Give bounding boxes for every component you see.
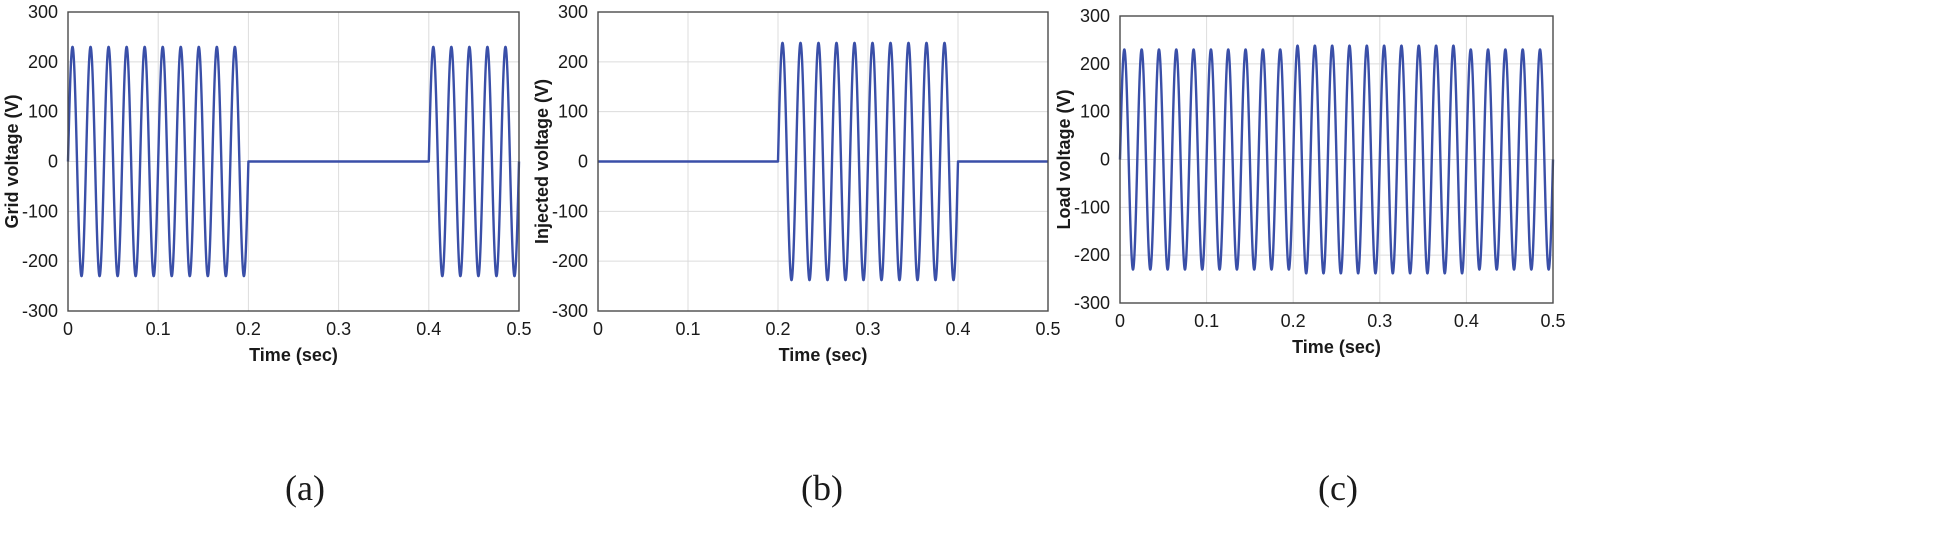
chart-c-y-tick-label: -200: [1074, 245, 1110, 265]
chart-a-y-tick-label: 100: [28, 102, 58, 122]
chart-a-y-ticks: 300 200 100 0 -100 -200 -300: [22, 2, 58, 321]
chart-b-x-tick-label: 0.3: [855, 319, 880, 339]
chart-a-y-tick-label: 200: [28, 52, 58, 72]
chart-b-x-tick-label: 0.5: [1035, 319, 1060, 339]
chart-c-x-tick-label: 0: [1115, 311, 1125, 331]
chart-c-y-tick-label: -100: [1074, 197, 1110, 217]
chart-b-x-label: Time (sec): [779, 345, 868, 365]
chart-c-y-tick-label: -300: [1074, 293, 1110, 313]
chart-b-x-tick-label: 0: [593, 319, 603, 339]
chart-a-y-tick-label: 300: [28, 2, 58, 22]
chart-a-y-tick-label: -200: [22, 251, 58, 271]
chart-a-x-ticks: 0 0.1 0.2 0.3 0.4 0.5: [63, 319, 532, 339]
chart-b-y-tick-label: -200: [552, 251, 588, 271]
chart-c-y-ticks: 300 200 100 0 -100 -200 -300: [1074, 6, 1110, 313]
chart-c-x-label: Time (sec): [1292, 337, 1381, 357]
chart-a-x-tick-label: 0.1: [146, 319, 171, 339]
chart-b-frame: [597, 11, 1049, 312]
chart-a-x-tick-label: 0.5: [506, 319, 531, 339]
chart-b-y-tick-label: 300: [558, 2, 588, 22]
chart-c-x-tick-label: 0.4: [1454, 311, 1479, 331]
chart-b-x-ticks: 0 0.1 0.2 0.3 0.4 0.5: [593, 319, 1061, 339]
chart-a-frame: [67, 11, 520, 312]
chart-c-x-tick-label: 0.1: [1194, 311, 1219, 331]
chart-c-y-tick-label: 300: [1080, 6, 1110, 26]
chart-c-panel-label: (c): [1318, 468, 1358, 508]
chart-b-x-tick-label: 0.4: [945, 319, 970, 339]
chart-c-x-tick-label: 0.5: [1540, 311, 1565, 331]
chart-b-y-label: Injected voltage (V): [532, 79, 552, 244]
chart-b-panel-label: (b): [801, 468, 843, 508]
chart-b-x-tick-label: 0.2: [765, 319, 790, 339]
chart-b-trace: [596, 41, 1050, 282]
chart-b-y-tick-label: 100: [558, 102, 588, 122]
chart-a-y-tick-label: -100: [22, 201, 58, 221]
chart-a-x-tick-label: 0.2: [236, 319, 261, 339]
chart-c-y-tick-label: 100: [1080, 102, 1110, 122]
chart-b-x-tick-label: 0.1: [675, 319, 700, 339]
chart-c-y-tick-label: 0: [1100, 150, 1110, 170]
chart-c-y-tick-label: 200: [1080, 54, 1110, 74]
chart-c-y-label: Load voltage (V): [1054, 89, 1074, 229]
chart-b-y-tick-label: 0: [578, 152, 588, 172]
chart-b-y-tick-label: -300: [552, 301, 588, 321]
chart-c-frame: [1119, 15, 1554, 304]
chart-a-y-tick-label: -300: [22, 301, 58, 321]
chart-a-x-label: Time (sec): [249, 345, 338, 365]
chart-a-y-tick-label: 0: [48, 152, 58, 172]
chart-a-panel-label: (a): [285, 468, 325, 508]
chart-a-y-label: Grid voltage (V): [2, 94, 22, 228]
chart-a-x-tick-label: 0.4: [416, 319, 441, 339]
chart-c-trace: [1118, 44, 1555, 275]
chart-a-x-tick-label: 0: [63, 319, 73, 339]
chart-b-y-tick-label: 200: [558, 52, 588, 72]
chart-c-x-ticks: 0 0.1 0.2 0.3 0.4 0.5: [1115, 311, 1566, 331]
chart-a-x-tick-label: 0.3: [326, 319, 351, 339]
chart-c-x-tick-label: 0.2: [1281, 311, 1306, 331]
chart-b-y-ticks: 300 200 100 0 -100 -200 -300: [552, 2, 588, 321]
chart-c-x-tick-label: 0.3: [1367, 311, 1392, 331]
chart-a-trace: [66, 45, 521, 278]
chart-b-y-tick-label: -100: [552, 201, 588, 221]
